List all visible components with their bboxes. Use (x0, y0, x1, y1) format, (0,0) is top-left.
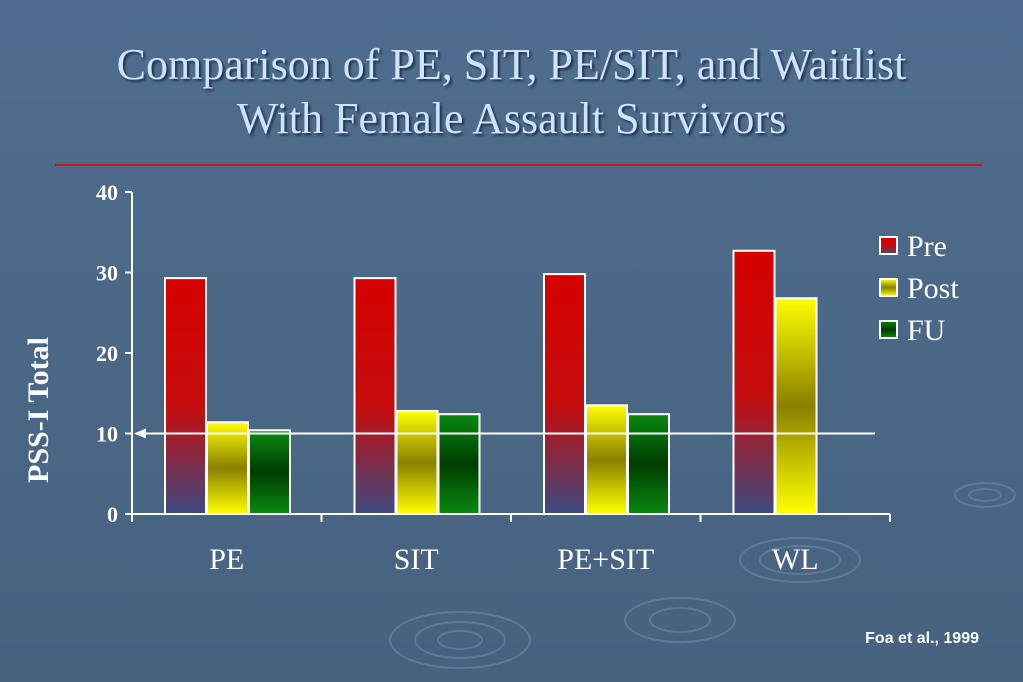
bar-fu (627, 413, 670, 515)
legend-swatch-post (879, 278, 898, 297)
y-tick-label: 20 (96, 341, 118, 366)
legend-label-pre: Pre (907, 230, 947, 263)
y-axis-title: PSS-I Total (22, 337, 55, 483)
bar-fu (248, 429, 291, 515)
bar-post (585, 404, 628, 516)
legend: Pre Post FU (879, 230, 959, 347)
bar-post (206, 421, 249, 516)
title-line-2: With Female Assault Survivors (236, 94, 787, 143)
bar-post (395, 409, 439, 515)
y-tick-label: 0 (107, 502, 118, 527)
title-line-1: Comparison of PE, SIT, PE/SIT, and Waitl… (116, 40, 907, 89)
slide-title: Comparison of PE, SIT, PE/SIT, and Waitl… (0, 38, 1023, 146)
bar-pre (164, 277, 207, 516)
bar-pre (543, 273, 586, 515)
y-tick-label: 10 (96, 422, 118, 447)
legend-label-post: Post (907, 272, 959, 305)
title-divider (55, 164, 982, 166)
bar-pre (732, 249, 776, 515)
legend-label-fu: FU (907, 314, 946, 347)
x-tick-label: SIT (394, 543, 439, 576)
citation: Foa et al., 1999 (865, 630, 979, 647)
legend-swatch-pre (879, 236, 898, 255)
x-tick-label: WL (772, 543, 819, 576)
bar-pre (353, 277, 397, 516)
bar-fu (437, 413, 481, 515)
x-tick-label: PE+SIT (557, 543, 654, 576)
y-tick-label: 40 (96, 180, 118, 205)
y-tick-label: 30 (96, 261, 118, 286)
legend-swatch-fu (879, 320, 898, 339)
reference-arrow (134, 428, 146, 439)
x-tick-label: PE (209, 543, 244, 576)
bar-post (774, 297, 818, 516)
